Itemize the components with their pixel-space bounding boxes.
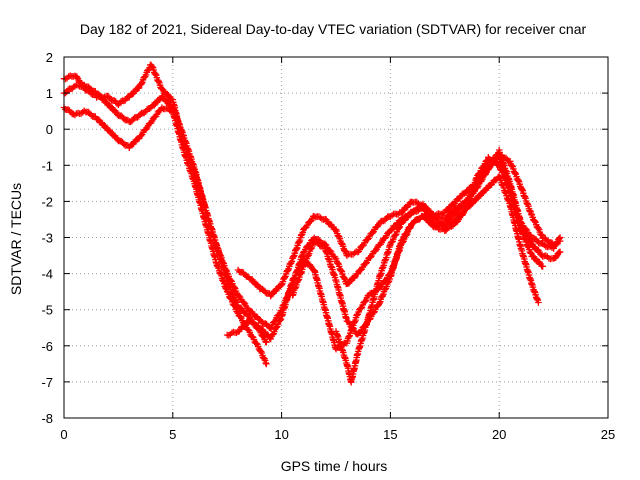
data-point	[152, 70, 159, 78]
data-point	[357, 305, 365, 312]
data-point	[531, 217, 538, 225]
x-tick-label: 10	[274, 427, 288, 442]
data-point	[151, 101, 158, 109]
axes: 0 5 10 15 20 25 -8 -7 -6 -5 -4 -3 -2 -1 0 1 2	[41, 50, 615, 442]
data-point	[367, 253, 374, 261]
x-tick-label: 20	[492, 427, 506, 442]
data-point	[415, 216, 423, 223]
data-point	[480, 163, 487, 171]
data-point	[398, 237, 406, 244]
data-series	[332, 154, 546, 386]
x-tick-label: 0	[60, 427, 67, 442]
data-point	[106, 102, 113, 109]
data-point	[464, 195, 472, 203]
data-point	[142, 126, 150, 133]
data-point	[223, 270, 231, 277]
y-tick-label: 2	[46, 50, 53, 65]
data-point	[234, 308, 241, 316]
y-tick-label: -8	[41, 411, 53, 426]
data-point	[138, 80, 145, 87]
data-point	[267, 292, 274, 300]
x-tick-label: 15	[383, 427, 397, 442]
data-point	[372, 247, 379, 255]
x-tick-label: 5	[169, 427, 176, 442]
y-tick-label: -5	[41, 303, 53, 318]
data-point	[388, 212, 396, 219]
y-tick-label: 0	[46, 122, 53, 137]
data-point	[276, 317, 284, 324]
data-point	[403, 230, 410, 237]
data-point	[449, 209, 456, 216]
data-point	[106, 127, 113, 134]
data-points	[60, 61, 564, 386]
x-axis-label: GPS time / hours	[281, 458, 388, 474]
data-series	[60, 81, 564, 332]
data-point	[263, 338, 270, 346]
data-point	[273, 324, 280, 331]
y-tick-label: -1	[41, 158, 53, 173]
data-point	[345, 279, 353, 287]
data-point	[235, 292, 243, 300]
y-tick-label: -2	[41, 194, 53, 209]
data-point	[425, 208, 432, 215]
data-point	[227, 295, 235, 302]
data-point	[556, 237, 564, 245]
data-point	[374, 223, 381, 230]
data-point	[477, 192, 484, 199]
data-point	[351, 249, 358, 257]
data-point	[337, 267, 345, 274]
data-point	[443, 214, 451, 222]
y-tick-label: -7	[41, 375, 53, 390]
data-point	[539, 263, 546, 270]
data-point	[135, 84, 143, 92]
data-point	[376, 299, 383, 307]
data-point	[223, 288, 231, 295]
y-tick-label: 1	[46, 86, 53, 101]
data-point	[535, 224, 542, 232]
y-axis-label: SDTVAR / TECUs	[8, 183, 24, 295]
y-tick-label: -6	[41, 339, 53, 354]
data-point	[262, 359, 269, 367]
data-point	[79, 82, 86, 90]
chart-title: Day 182 of 2021, Sidereal Day-to-day VTE…	[80, 21, 587, 37]
data-point	[535, 299, 542, 306]
data-point	[149, 63, 156, 71]
data-point	[248, 318, 255, 325]
data-point	[395, 224, 403, 232]
data-point	[231, 302, 238, 309]
data-point	[334, 260, 342, 267]
data-point	[369, 229, 376, 237]
data-point	[85, 83, 92, 91]
data-point	[349, 324, 357, 332]
data-point	[240, 299, 248, 306]
data-point	[263, 360, 270, 368]
data-point	[288, 258, 296, 265]
data-point	[227, 277, 235, 284]
data-point	[362, 298, 369, 305]
data-point	[277, 315, 285, 323]
data-point	[341, 274, 348, 282]
data-point	[556, 248, 564, 256]
data-point	[237, 313, 244, 320]
data-point	[238, 305, 245, 312]
x-tick-label: 25	[601, 427, 615, 442]
data-point	[313, 238, 321, 246]
data-point	[526, 248, 534, 256]
y-tick-label: -3	[41, 231, 53, 246]
data-point	[155, 78, 162, 85]
data-point	[375, 301, 382, 308]
data-point	[137, 132, 145, 140]
data-point	[392, 231, 399, 239]
y-tick-label: -4	[41, 267, 53, 282]
data-point	[231, 284, 238, 291]
data-point	[248, 276, 256, 283]
data-point	[257, 348, 265, 355]
